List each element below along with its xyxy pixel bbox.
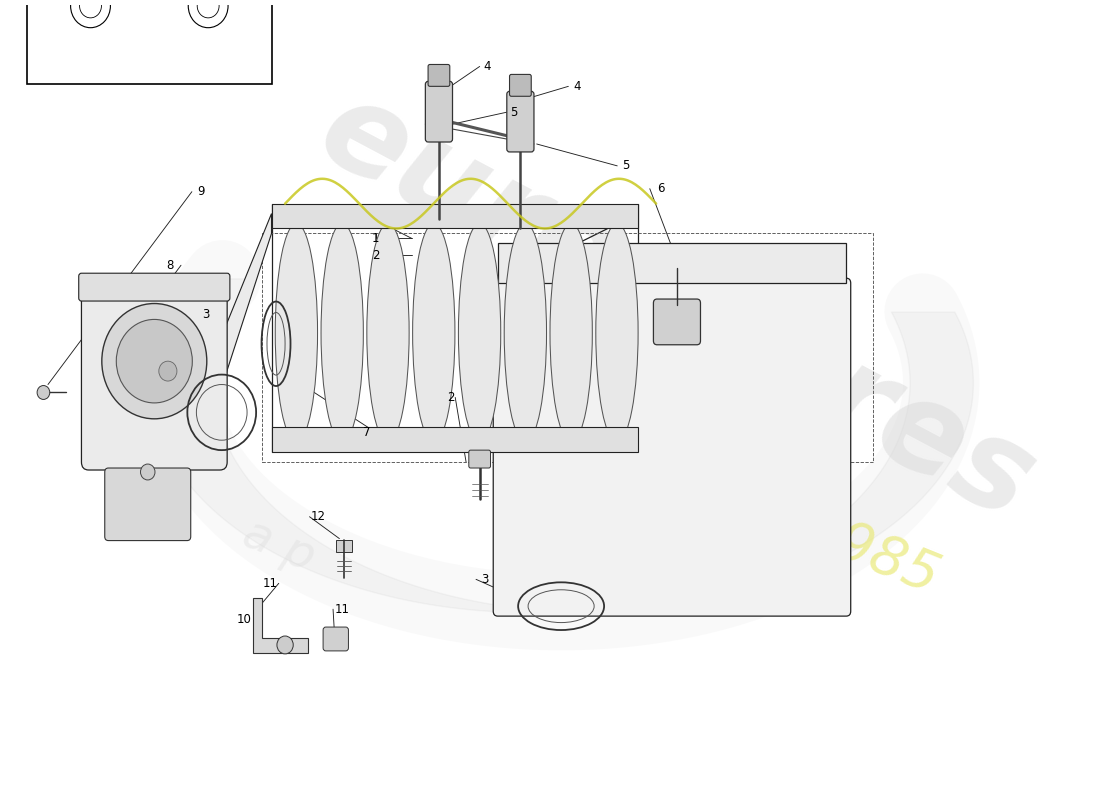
Ellipse shape: [412, 223, 455, 442]
Ellipse shape: [366, 223, 409, 442]
FancyBboxPatch shape: [493, 278, 850, 616]
Text: 12: 12: [311, 510, 326, 523]
Ellipse shape: [275, 223, 318, 442]
Text: 3: 3: [202, 309, 210, 322]
Bar: [272, 427, 638, 452]
Text: a p: a p: [236, 511, 321, 580]
Circle shape: [70, 0, 110, 28]
Ellipse shape: [504, 223, 547, 442]
FancyBboxPatch shape: [653, 299, 701, 345]
Bar: [28, 0, 272, 84]
Text: 2: 2: [372, 249, 379, 262]
FancyBboxPatch shape: [104, 468, 190, 541]
Text: 1: 1: [372, 232, 379, 245]
Text: eurospares: eurospares: [299, 68, 1054, 546]
Text: 4: 4: [483, 60, 491, 73]
Ellipse shape: [596, 223, 638, 442]
Text: 11: 11: [262, 577, 277, 590]
Text: 5: 5: [510, 106, 518, 118]
FancyBboxPatch shape: [323, 627, 349, 651]
Circle shape: [277, 636, 294, 654]
Circle shape: [102, 303, 207, 419]
FancyBboxPatch shape: [507, 91, 534, 152]
Circle shape: [141, 464, 155, 480]
Ellipse shape: [459, 223, 500, 442]
Text: 8: 8: [166, 258, 174, 272]
Polygon shape: [498, 243, 846, 283]
Ellipse shape: [550, 223, 592, 442]
FancyBboxPatch shape: [469, 450, 491, 468]
Circle shape: [188, 0, 228, 28]
Circle shape: [158, 361, 177, 381]
Text: 4: 4: [574, 80, 581, 93]
FancyBboxPatch shape: [79, 274, 230, 301]
Circle shape: [197, 0, 219, 18]
Bar: [272, 204, 638, 229]
Ellipse shape: [321, 223, 363, 442]
Polygon shape: [253, 598, 308, 653]
FancyBboxPatch shape: [426, 82, 452, 142]
Text: 7: 7: [363, 426, 371, 438]
Text: 10: 10: [236, 613, 252, 626]
FancyBboxPatch shape: [509, 74, 531, 96]
Text: 2: 2: [447, 391, 454, 404]
Text: since 1985: since 1985: [646, 441, 947, 603]
Text: 5: 5: [623, 159, 630, 172]
Circle shape: [117, 319, 192, 403]
Polygon shape: [220, 214, 272, 393]
Circle shape: [79, 0, 101, 18]
Text: 11: 11: [334, 602, 350, 616]
Text: 3: 3: [482, 573, 488, 586]
FancyBboxPatch shape: [81, 280, 228, 470]
Circle shape: [37, 386, 50, 399]
Text: 6: 6: [657, 182, 664, 195]
Text: 9: 9: [197, 186, 205, 198]
FancyBboxPatch shape: [428, 65, 450, 86]
Bar: [263, 234, 873, 462]
Bar: [336, 539, 352, 551]
